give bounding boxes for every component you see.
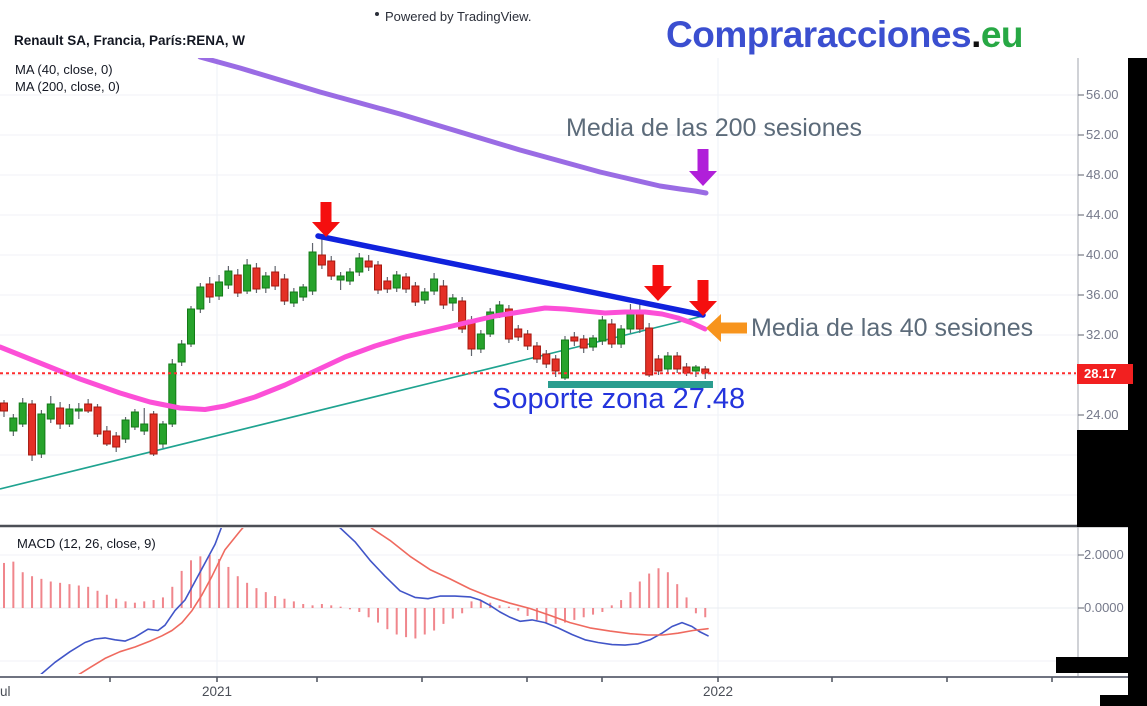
- red-down-arrow-2: [644, 265, 672, 301]
- price-axis-label: 32.00: [1086, 327, 1119, 342]
- support-annotation: Soporte zona 27.48: [492, 383, 746, 415]
- macd-axis-label: 2.0000: [1084, 547, 1124, 562]
- symbol-title: Renault SA, Francia, París:RENA, W: [14, 33, 246, 48]
- price-axis-label: 24.00: [1086, 407, 1119, 422]
- price-axis-label: 48.00: [1086, 167, 1119, 182]
- ma40-annotation: Media de las 40 sesiones: [751, 314, 1034, 342]
- price-axis-label: 52.00: [1086, 127, 1119, 142]
- purple-down-arrow: [689, 149, 717, 186]
- time-axis-label: 2022: [702, 684, 734, 699]
- macd-signal-line: [78, 528, 709, 674]
- indicator-ma200-label: MA (200, close, 0): [15, 79, 120, 94]
- macd-axis-label: 0.0000: [1084, 600, 1124, 615]
- site-logo-part1: Compraracciones: [666, 14, 972, 55]
- site-logo-dot: .: [971, 14, 981, 55]
- price-axis-label: 36.00: [1086, 287, 1119, 302]
- trendline-blue: [315, 233, 706, 318]
- time-axis-label: ul: [0, 684, 11, 699]
- site-logo-part2: eu: [980, 14, 1024, 55]
- macd-line: [40, 528, 709, 674]
- macd-indicator-label: MACD (12, 26, close, 9): [17, 536, 156, 551]
- tradingview-logo-icon: [375, 12, 379, 16]
- price-axis-label: 40.00: [1086, 247, 1119, 262]
- ma40-line: [0, 305, 708, 412]
- candles-layer: [0, 239, 710, 461]
- powered-by-link[interactable]: Powered by TradingView.: [385, 9, 532, 24]
- site-logo: Compraracciones.eu: [666, 14, 1024, 56]
- support-zone-bar: [548, 381, 713, 388]
- last-price-tag: 28.17: [1077, 364, 1133, 384]
- redaction-block: [1100, 695, 1147, 706]
- price-axis-label: 44.00: [1086, 207, 1119, 222]
- red-down-arrow-3: [689, 280, 717, 316]
- indicator-ma40-label: MA (40, close, 0): [15, 62, 113, 77]
- redaction-block: [1077, 430, 1128, 527]
- red-down-arrow-1: [312, 202, 340, 237]
- redaction-block: [1056, 657, 1128, 673]
- redaction-block: [1128, 58, 1147, 706]
- orange-left-arrow: [706, 314, 747, 342]
- macd-histogram: [3, 555, 707, 639]
- ma200-annotation: Media de las 200 sesiones: [566, 114, 863, 142]
- ma200-line: [197, 58, 709, 196]
- price-axis-label: 56.00: [1086, 87, 1119, 102]
- time-axis-label: 2021: [201, 684, 233, 699]
